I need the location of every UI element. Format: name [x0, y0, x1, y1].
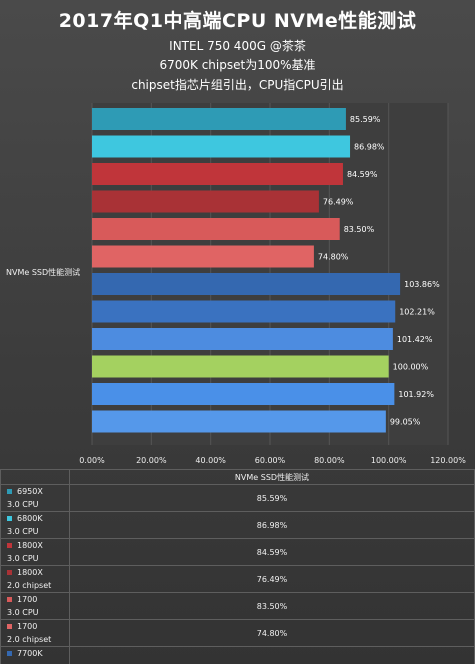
x-tick-label: 80.00%	[314, 456, 345, 465]
bar	[92, 328, 393, 350]
data-table: NVMe SSD性能测试 6950X 3.0 CPU 85.59% 6800K 3.0 …	[0, 469, 475, 664]
bar-value-label: 85.59%	[350, 115, 381, 124]
table-row: 1700 2.0 chipset 74.80%	[0, 619, 475, 647]
table-value-cell: 74.80%	[69, 619, 475, 647]
table-row-label: 7700K	[0, 646, 70, 664]
bar	[92, 383, 395, 405]
legend-swatch	[7, 624, 12, 629]
row-cpu-name: 1800X	[17, 541, 43, 550]
table-value-cell: 84.59%	[69, 538, 475, 566]
table-header: NVMe SSD性能测试	[69, 469, 475, 485]
table-value-cell	[69, 646, 475, 664]
bar	[92, 163, 343, 185]
bar	[92, 190, 319, 213]
bar	[92, 218, 340, 240]
row-port-type: 3.0 CPU	[7, 608, 39, 617]
chart-subtitle-3: chipset指芯片组引出，CPU指CPU引出	[131, 78, 344, 92]
bar	[92, 108, 346, 130]
table-row: 1800X 3.0 CPU 84.59%	[0, 538, 475, 566]
table-value-cell: 86.98%	[69, 511, 475, 539]
table-value-cell: 83.50%	[69, 592, 475, 620]
table-row-label: 6950X 3.0 CPU	[0, 484, 70, 512]
table-row: 6950X 3.0 CPU 85.59%	[0, 484, 475, 512]
chart-subtitle-2: 6700K chipset为100%基准	[159, 58, 316, 72]
table-row: 7700K	[0, 646, 475, 664]
bar-value-label: 101.42%	[397, 335, 433, 344]
bar-value-label: 74.80%	[318, 253, 349, 262]
table-row: 6800K 3.0 CPU 86.98%	[0, 511, 475, 539]
bar	[92, 245, 314, 268]
bar-value-label: 76.49%	[323, 198, 354, 207]
table-corner-cell	[0, 469, 70, 485]
legend-swatch	[7, 489, 12, 494]
x-tick-label: 40.00%	[195, 456, 226, 465]
bar-value-label: 83.50%	[344, 225, 375, 234]
x-tick-label: 60.00%	[255, 456, 286, 465]
table-row: 1800X 2.0 chipset 76.49%	[0, 565, 475, 593]
row-cpu-name: 6950X	[17, 487, 43, 496]
row-port-type: 3.0 CPU	[7, 500, 39, 509]
table-row-label: 1800X 2.0 chipset	[0, 565, 70, 593]
bar-value-label: 86.98%	[354, 143, 385, 152]
bar-value-label: 101.92%	[398, 390, 434, 399]
bar-value-label: 100.00%	[393, 363, 429, 372]
row-cpu-name: 1800X	[17, 568, 43, 577]
bar	[92, 300, 396, 323]
table-row-label: 1700 3.0 CPU	[0, 592, 70, 620]
row-cpu-name: 7700K	[17, 649, 43, 658]
row-port-type: 3.0 CPU	[7, 527, 39, 536]
x-tick-label: 20.00%	[136, 456, 167, 465]
row-cpu-name: 1700	[17, 595, 38, 604]
row-port-type: 2.0 chipset	[7, 581, 52, 590]
table-row-label: 1700 2.0 chipset	[0, 619, 70, 647]
x-tick-label: 100.00%	[371, 456, 407, 465]
x-tick-label: 120.00%	[430, 456, 466, 465]
x-tick-label: 0.00%	[79, 456, 105, 465]
table-value-cell: 76.49%	[69, 565, 475, 593]
bar	[92, 135, 351, 158]
table-row: 1700 3.0 CPU 83.50%	[0, 592, 475, 620]
table-row-label: 1800X 3.0 CPU	[0, 538, 70, 566]
bar	[92, 355, 389, 378]
legend-swatch	[7, 516, 12, 521]
row-port-type: 3.0 CPU	[7, 554, 39, 563]
bar-value-label: 102.21%	[399, 308, 435, 317]
bar-value-label: 84.59%	[347, 170, 378, 179]
bar-value-label: 103.86%	[404, 280, 440, 289]
bar-chart: 85.59% 86.98% 84.59% 76.49% 83.50% 74.80% 103.…	[79, 103, 466, 465]
legend-swatch	[7, 543, 12, 548]
bar	[92, 410, 386, 433]
table-value-cell: 85.59%	[69, 484, 475, 512]
legend-swatch	[7, 651, 12, 656]
x-axis-ticks: 0.00% 20.00% 40.00% 60.00% 80.00% 100.00% 120.…	[79, 456, 466, 465]
row-port-type: 2.0 chipset	[7, 635, 52, 644]
legend-swatch	[7, 597, 12, 602]
bar	[92, 273, 401, 295]
chart-subtitle-1: INTEL 750 400G @茶茶	[169, 39, 306, 53]
legend-swatch	[7, 570, 12, 575]
y-axis-label: NVMe SSD性能测试	[6, 268, 81, 277]
bar-value-label: 99.05%	[390, 418, 421, 427]
row-cpu-name: 6800K	[17, 514, 43, 523]
table-row-label: 6800K 3.0 CPU	[0, 511, 70, 539]
bars-group: 85.59% 86.98% 84.59% 76.49% 83.50% 74.80% 103.…	[92, 108, 440, 433]
row-cpu-name: 1700	[17, 622, 38, 631]
chart-title: 2017年Q1中高端CPU NVMe性能测试	[58, 10, 417, 32]
